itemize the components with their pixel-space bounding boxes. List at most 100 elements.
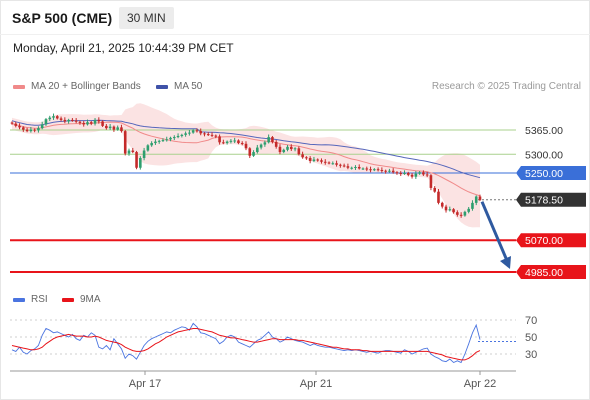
candle xyxy=(357,166,361,169)
forecast-arrow xyxy=(480,201,510,264)
candle xyxy=(252,152,255,156)
candle xyxy=(444,206,448,211)
candle xyxy=(388,170,391,172)
rsi-tick-30: 30 xyxy=(525,349,537,361)
candle xyxy=(433,187,437,192)
ma50-swatch xyxy=(156,84,168,89)
candle xyxy=(365,168,369,170)
level-tag-5178.50 xyxy=(516,192,586,207)
rsi-swatch xyxy=(13,297,25,302)
candle xyxy=(101,121,104,126)
candle xyxy=(297,148,301,155)
candle xyxy=(399,172,403,174)
candle xyxy=(172,137,176,139)
candle xyxy=(112,126,116,130)
candle xyxy=(25,129,29,132)
candle xyxy=(225,141,229,144)
candle xyxy=(55,116,59,119)
candle xyxy=(384,170,387,172)
legend-bollinger: MA 20 + Bollinger Bands xyxy=(13,81,141,92)
legend-bollinger-label: MA 20 + Bollinger Bands xyxy=(31,81,141,92)
candle xyxy=(18,125,21,128)
candle xyxy=(305,157,308,159)
candle xyxy=(210,134,214,136)
candle xyxy=(267,137,270,143)
candle xyxy=(459,214,463,216)
level-tag-5070.00 xyxy=(516,233,586,248)
candle xyxy=(71,119,74,121)
level-tag-4985.00 xyxy=(516,265,586,279)
legend-rsi-label: RSI xyxy=(31,294,48,305)
candle xyxy=(214,135,218,137)
candle xyxy=(165,139,169,141)
research-credit: Research © 2025 Trading Central xyxy=(431,81,581,92)
legend-ma50-label: MA 50 xyxy=(174,81,203,92)
candle xyxy=(139,158,142,168)
candle xyxy=(146,145,150,151)
candle xyxy=(154,141,157,144)
x-tick-label: Apr 22 xyxy=(464,378,496,390)
timestamp: Monday, April 21, 2025 10:44:39 PM CET xyxy=(13,41,234,55)
candle xyxy=(286,146,289,150)
candle xyxy=(289,146,293,150)
candle xyxy=(33,129,36,131)
candle xyxy=(331,163,335,165)
candle xyxy=(301,154,304,158)
level-label-5300.00: 5300.00 xyxy=(525,149,563,161)
candle xyxy=(361,168,365,170)
candle xyxy=(471,202,474,209)
candle xyxy=(59,118,63,120)
candle xyxy=(89,122,93,124)
candle xyxy=(282,149,286,153)
candle xyxy=(180,134,184,136)
candle xyxy=(14,123,18,126)
x-tick-label: Apr 17 xyxy=(129,378,161,390)
candle xyxy=(29,129,33,132)
candle xyxy=(248,148,252,156)
legend-rsi: RSI xyxy=(13,294,48,305)
candle xyxy=(376,169,380,171)
candle xyxy=(346,166,350,168)
candle xyxy=(410,174,414,177)
candle xyxy=(199,131,203,134)
candle xyxy=(233,140,236,142)
candle xyxy=(188,132,191,134)
rsi-ma-swatch xyxy=(62,297,74,302)
interval-badge[interactable]: 30 MIN xyxy=(119,7,174,29)
level-label-5365.00: 5365.00 xyxy=(525,125,563,137)
candle xyxy=(10,122,14,124)
candle xyxy=(350,167,353,169)
candle xyxy=(176,135,180,138)
candle xyxy=(293,148,297,150)
candle xyxy=(263,142,267,145)
level-label-5250.00: 5250.00 xyxy=(525,168,563,180)
candle xyxy=(142,150,146,159)
candle xyxy=(456,212,459,215)
candle xyxy=(452,209,455,213)
rsi-tick-50: 50 xyxy=(525,332,537,344)
candle xyxy=(429,175,433,188)
candle xyxy=(97,119,101,122)
candle xyxy=(82,122,86,125)
level-label-4985.00: 4985.00 xyxy=(525,267,563,279)
candle xyxy=(52,116,55,118)
candle xyxy=(135,152,138,168)
candle xyxy=(463,211,467,216)
legend-ma50: MA 50 xyxy=(156,81,202,92)
candle xyxy=(327,162,331,164)
candle xyxy=(380,169,384,171)
candle xyxy=(335,163,338,165)
legend-rsi-ma-label: 9MA xyxy=(80,294,101,305)
candle xyxy=(391,170,395,173)
level-tag-5250.00 xyxy=(516,165,586,180)
candle xyxy=(406,172,410,175)
candle xyxy=(474,196,478,203)
candle xyxy=(308,158,312,162)
candle xyxy=(256,147,259,153)
candle xyxy=(418,172,421,174)
candle xyxy=(169,137,172,140)
candle xyxy=(127,150,131,154)
candle xyxy=(222,142,225,144)
candle xyxy=(203,133,206,135)
